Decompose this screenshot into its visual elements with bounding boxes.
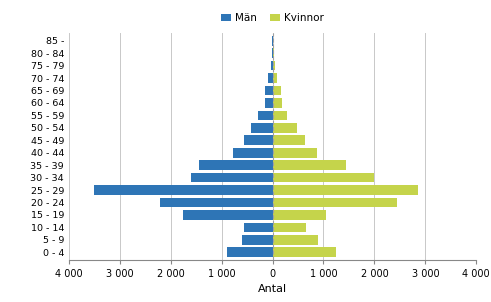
Bar (273, 173, 374, 182)
Bar (265, 98, 273, 108)
Bar (273, 61, 275, 70)
Bar (242, 235, 273, 245)
Bar (265, 85, 273, 95)
Bar (258, 111, 273, 120)
Bar (251, 123, 273, 133)
Bar (94, 185, 273, 195)
Bar (233, 148, 273, 158)
Bar (273, 85, 281, 95)
Bar (191, 173, 273, 182)
Legend: Män, Kvinnor: Män, Kvinnor (217, 9, 328, 27)
Bar (273, 135, 304, 145)
Bar (269, 73, 273, 83)
Bar (273, 123, 297, 133)
Bar (199, 160, 273, 170)
Bar (272, 48, 273, 58)
Bar (273, 223, 305, 232)
Bar (273, 73, 277, 83)
Bar (273, 198, 397, 207)
Bar (244, 135, 273, 145)
X-axis label: Antal: Antal (258, 284, 287, 294)
Bar (273, 111, 287, 120)
Bar (273, 235, 318, 245)
Bar (273, 160, 346, 170)
Bar (273, 98, 282, 108)
Bar (273, 247, 336, 257)
Bar (245, 223, 273, 232)
Bar (227, 247, 273, 257)
Bar (273, 185, 418, 195)
Bar (183, 210, 273, 220)
Bar (273, 148, 317, 158)
Bar (161, 198, 273, 207)
Bar (271, 61, 273, 70)
Bar (273, 210, 326, 220)
